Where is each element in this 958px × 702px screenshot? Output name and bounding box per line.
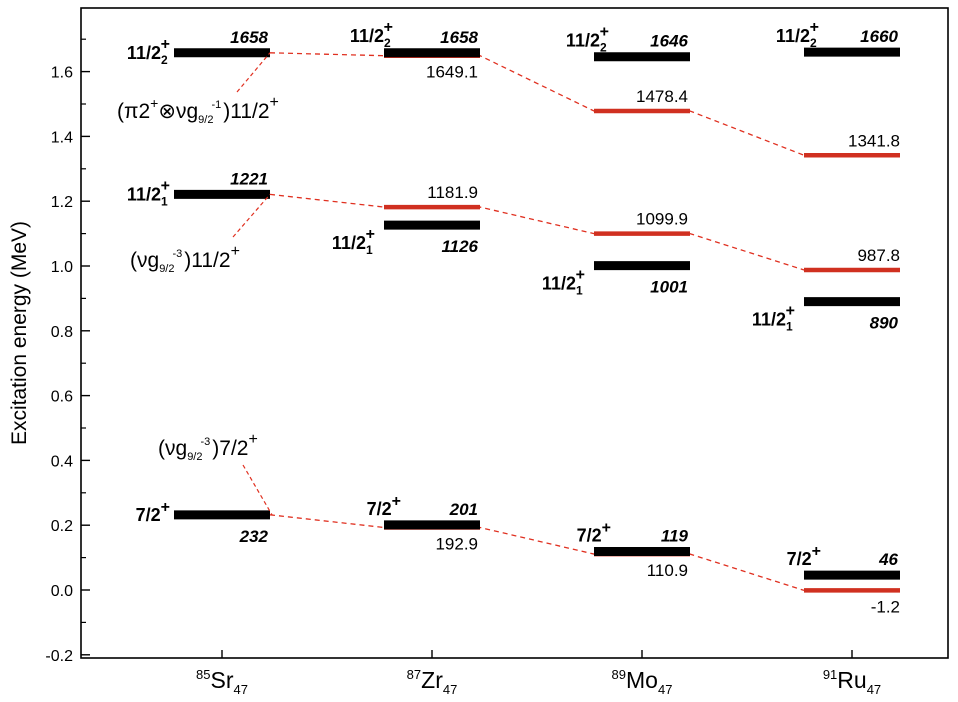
calculated-value-label: 1181.9 [427,183,478,202]
calculated-value-label: 192.9 [435,535,478,554]
y-tick-label: 0.4 [51,453,73,470]
y-axis: -0.2 0.0 0.2 0.4 0.6 0.8 1.0 1.2 1.4 1.6 [45,38,90,665]
calculated-value-label: 1099.9 [636,210,688,229]
y-tick-label: 1.6 [51,65,73,82]
y-tick-label: 0.2 [51,518,73,535]
experimental-value-label: 46 [878,550,898,569]
calculated-value-label: 1649.1 [426,63,478,82]
nucleus-label: 91Ru47 [823,667,881,697]
energy-levels: 1649.1 1181.9 192.9 1478.4 1099.9 110.9 1341.8… [127,19,900,616]
spin-parity-label: 11/21+​ [127,177,170,208]
y-tick-label: 1.2 [51,194,73,211]
x-axis: 85Sr47 87Zr47 89Mo47 91Ru47 [196,650,881,697]
y-tick-label: 0.8 [51,324,73,341]
configuration-leader [242,464,273,516]
calculated-value-label: 1478.4 [636,87,688,106]
spin-parity-label: 11/22+​ [350,19,393,50]
spin-parity-label: 11/22+​ [776,19,819,50]
calculated-value-label: -1.2 [871,597,900,616]
experimental-value-label: 1001 [650,278,688,297]
y-tick-label: 0.6 [51,389,73,406]
plot-frame [80,7,949,659]
trend-line [269,514,805,592]
trend-line [269,52,805,156]
configuration-label: (νg9/2-3)7/2+ [158,431,258,463]
configuration-leader [232,194,271,238]
nucleus-label: 87Zr47 [407,667,458,697]
experimental-value-label: 1646 [650,32,688,51]
calculated-value-label: 110.9 [647,561,688,580]
spin-parity-label: 11/21+​ [752,303,795,334]
experimental-value-label: 1658 [230,28,268,47]
y-tick-label: 1.4 [51,129,73,146]
experimental-value-label: 201 [449,500,478,519]
calculated-value-label: 1341.8 [848,131,900,150]
configuration-label: (π2+⊗νg9/2-1)11/2+ [117,94,279,126]
configuration-leader [236,52,271,93]
experimental-value-label: 1658 [440,28,478,47]
trend-line [269,193,805,271]
experimental-value-label: 232 [239,527,269,546]
experimental-value-label: 1660 [860,27,898,46]
nucleus-label: 85Sr47 [196,667,248,697]
spin-parity-label: 7/2+ [136,499,170,525]
spin-parity-label: 11/22+​ [127,36,170,67]
spin-parity-label: 11/21+​ [542,267,585,298]
y-tick-label: -0.2 [45,648,73,665]
experimental-value-label: 1126 [441,237,478,256]
trend-lines [269,52,805,592]
spin-parity-label: 11/21+​ [332,226,375,257]
calculated-value-label: 987.8 [857,246,900,265]
experimental-value-label: 890 [870,314,899,333]
experimental-value-label: 1221 [230,169,268,188]
spin-parity-label: 7/2+ [577,519,611,545]
y-axis-label: Excitation energy (MeV) [8,221,31,445]
nucleus-label: 89Mo47 [612,667,673,697]
spin-parity-label: 11/22+​ [566,24,609,55]
configuration-labels: (π2+⊗νg9/2-1)11/2+ (νg9/2-3)11/2+ (νg9/2-3… [117,52,279,516]
y-tick-label: 1.0 [51,259,73,276]
spin-parity-label: 7/2+ [367,493,401,519]
experimental-value-label: 119 [661,526,689,545]
y-tick-label: 0.0 [51,583,73,600]
configuration-label: (νg9/2-3)11/2+ [130,243,240,275]
spin-parity-label: 7/2+ [787,543,821,569]
